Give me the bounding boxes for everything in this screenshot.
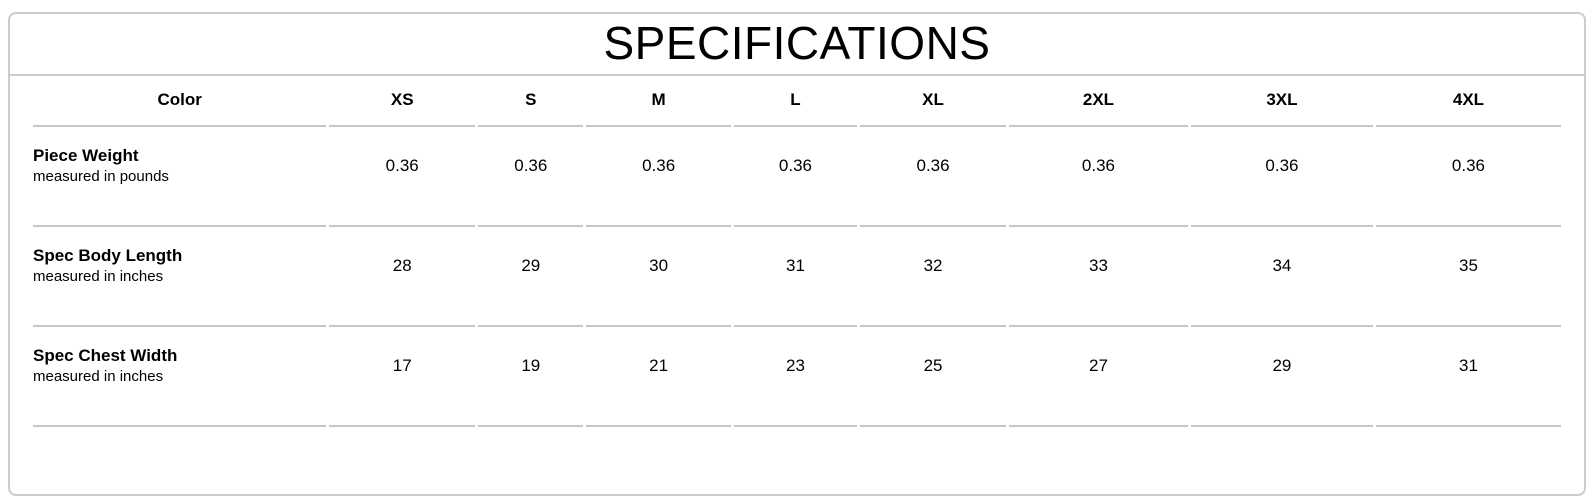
column-header-xl: XL: [860, 76, 1006, 127]
spec-value: 33: [1008, 227, 1188, 327]
row-label: Piece Weight: [33, 146, 139, 165]
spec-value: 19: [478, 327, 584, 427]
column-header-2xl: 2XL: [1008, 76, 1188, 127]
column-header-xs: XS: [329, 76, 476, 127]
spec-value: 0.36: [1190, 127, 1373, 227]
spec-value: 23: [733, 327, 858, 427]
spec-value: 0.36: [1375, 127, 1561, 227]
column-header-4xl: 4XL: [1375, 76, 1561, 127]
row-note: measured in inches: [33, 368, 164, 385]
spec-value: 35: [1375, 227, 1561, 327]
spec-value: 28: [329, 227, 476, 327]
spec-value: 31: [733, 227, 858, 327]
row-label-cell: Spec Chest Width measured in inches: [33, 327, 327, 427]
row-label-cell: Spec Body Length measured in inches: [33, 227, 327, 327]
spec-value: 32: [860, 227, 1006, 327]
table-header-row: Color XS S M L XL 2XL 3XL 4XL: [33, 76, 1561, 127]
table-body: Piece Weight measured in pounds 0.36 0.36 0.…: [33, 127, 1561, 427]
spec-value: 0.36: [733, 127, 858, 227]
table-row: Spec Body Length measured in inches 28 29 30…: [33, 227, 1561, 327]
spec-value: 30: [586, 227, 731, 327]
spec-value: 27: [1008, 327, 1188, 427]
spec-value: 0.36: [329, 127, 476, 227]
row-label: Spec Chest Width: [33, 346, 178, 365]
spec-value: 0.36: [1008, 127, 1188, 227]
column-header-l: L: [733, 76, 858, 127]
specifications-title: SPECIFICATIONS: [10, 14, 1584, 76]
spec-value: 17: [329, 327, 476, 427]
column-header-color: Color: [33, 76, 327, 127]
spec-value: 0.36: [478, 127, 584, 227]
row-label-cell: Piece Weight measured in pounds: [33, 127, 327, 227]
spec-value: 0.36: [860, 127, 1006, 227]
column-header-3xl: 3XL: [1190, 76, 1373, 127]
spec-value: 25: [860, 327, 1006, 427]
spec-value: 31: [1375, 327, 1561, 427]
spec-table: Color XS S M L XL 2XL 3XL 4XL Piece Weight measur…: [30, 76, 1564, 427]
row-label: Spec Body Length: [33, 246, 183, 265]
table-row: Piece Weight measured in pounds 0.36 0.36 0.…: [33, 127, 1561, 227]
spec-value: 0.36: [586, 127, 731, 227]
spec-value: 29: [478, 227, 584, 327]
row-note: measured in pounds: [33, 168, 169, 185]
spec-card: SPECIFICATIONS Color XS S M L XL 2XL 3XL 4XL Pie…: [8, 12, 1586, 496]
spec-value: 29: [1190, 327, 1373, 427]
column-header-m: M: [586, 76, 731, 127]
spec-value: 21: [586, 327, 731, 427]
row-note: measured in inches: [33, 268, 164, 285]
column-header-s: S: [478, 76, 584, 127]
table-row: Spec Chest Width measured in inches 17 19 21…: [33, 327, 1561, 427]
spec-value: 34: [1190, 227, 1373, 327]
